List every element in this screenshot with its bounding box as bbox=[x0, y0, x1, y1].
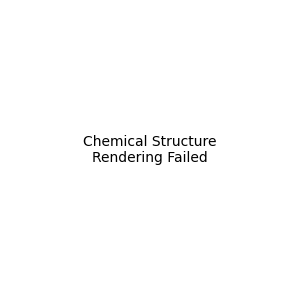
Text: Chemical Structure
Rendering Failed: Chemical Structure Rendering Failed bbox=[83, 135, 217, 165]
